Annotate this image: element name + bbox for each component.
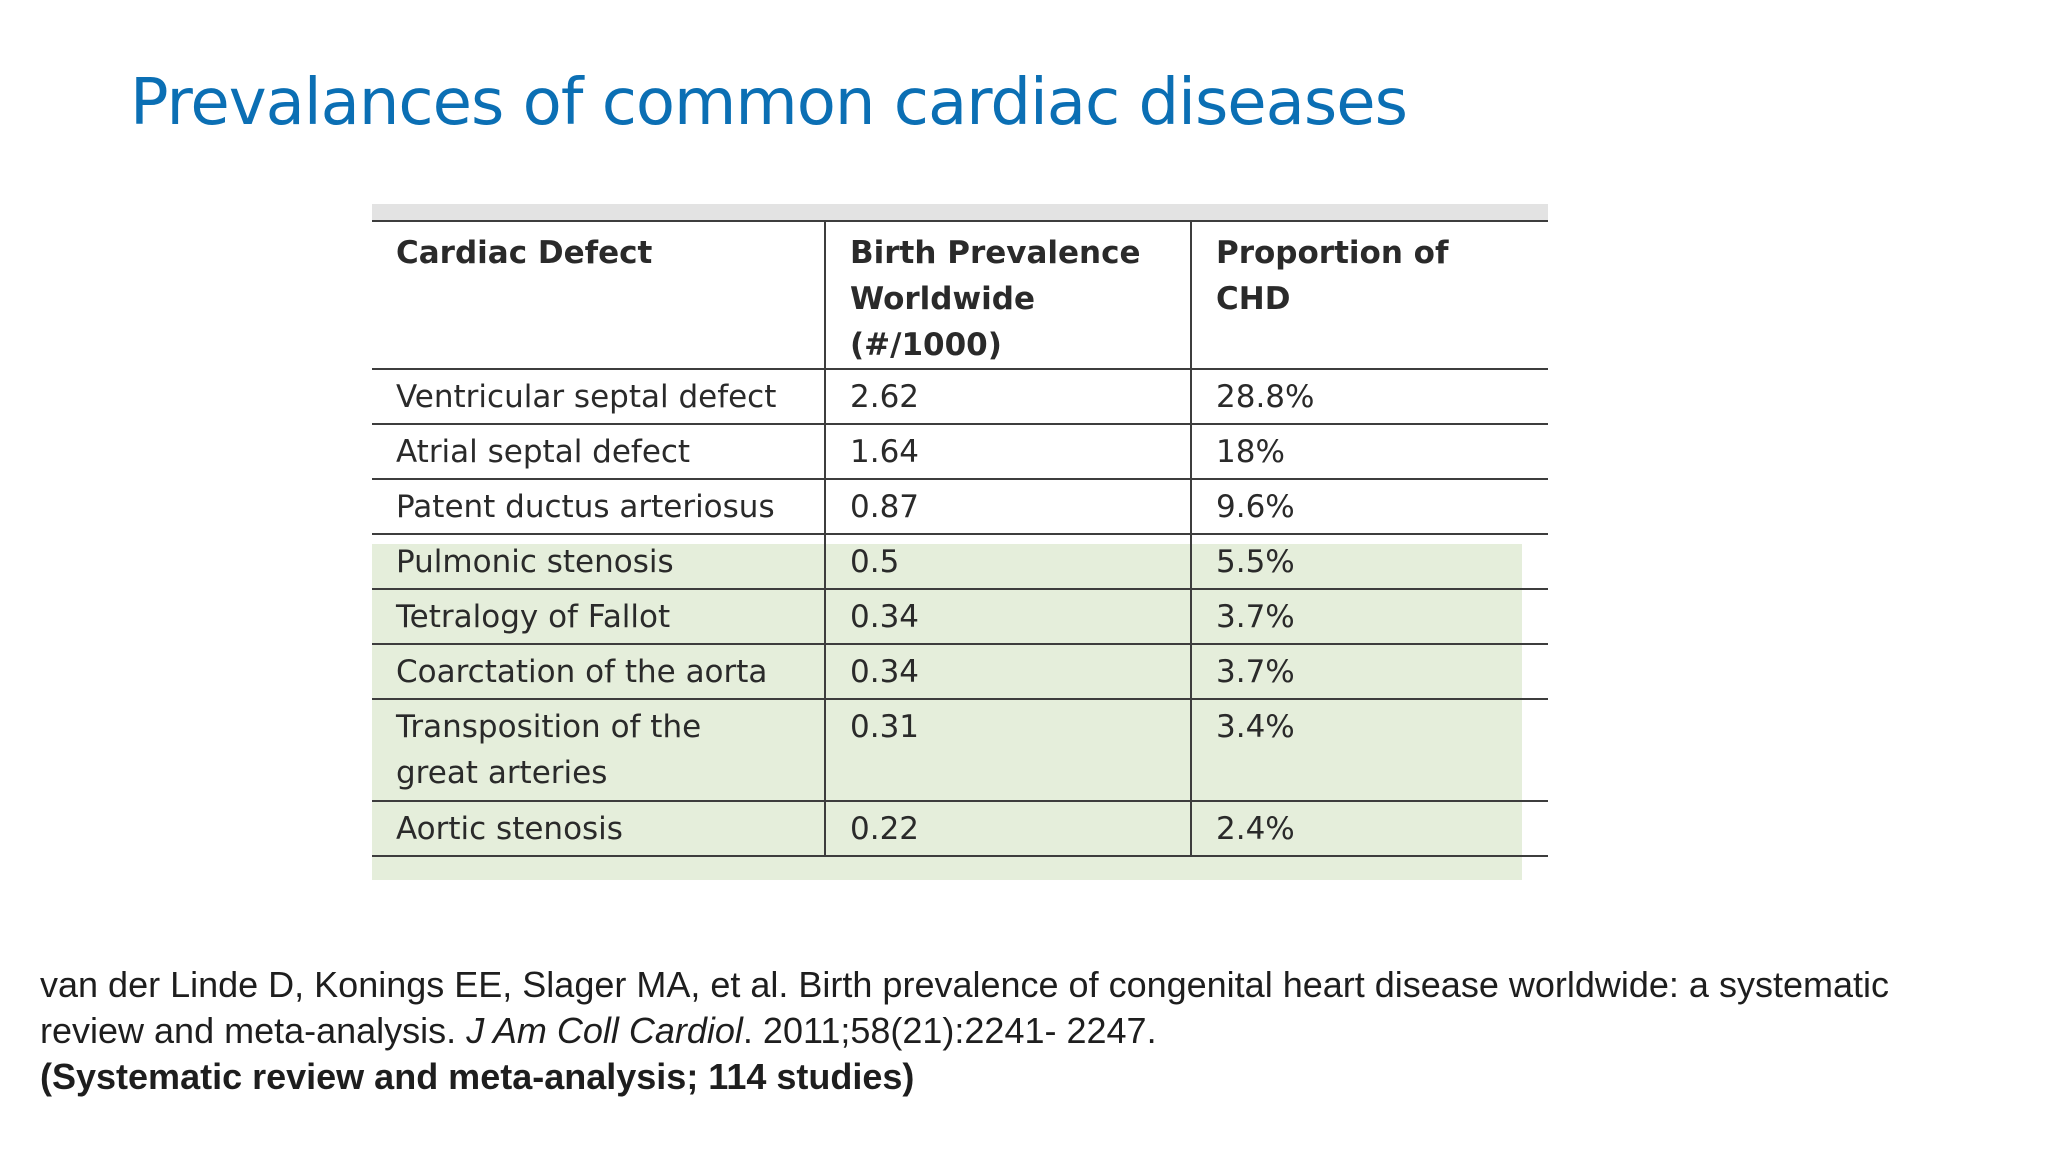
table-row: Atrial septal defect 1.64 18%: [372, 423, 1548, 480]
prevalence-table-figure: Cardiac Defect Birth Prevalence Worldwid…: [372, 204, 1548, 880]
table-top-band: [372, 204, 1548, 220]
citation: van der Linde D, Konings EE, Slager MA, …: [40, 962, 1940, 1100]
cell-prevalence: 0.87: [824, 478, 1191, 535]
citation-reference: van der Linde D, Konings EE, Slager MA, …: [40, 962, 1940, 1054]
cell-prevalence: 2.62: [824, 368, 1191, 425]
cell-prevalence: 1.64: [824, 423, 1191, 480]
cell-defect: Pulmonic stenosis: [372, 533, 825, 590]
table-row: Coarctation of the aorta 0.34 3.7%: [372, 643, 1548, 700]
cell-proportion: 3.7%: [1190, 588, 1548, 645]
table-row: Ventricular septal defect 2.62 28.8%: [372, 368, 1548, 425]
citation-details: . 2011;58(21):2241- 2247.: [742, 1010, 1157, 1051]
header-cardiac-defect: Cardiac Defect: [372, 220, 825, 370]
cell-prevalence: 0.22: [824, 800, 1191, 857]
cell-prevalence: 0.31: [824, 698, 1191, 802]
cell-proportion: 9.6%: [1190, 478, 1548, 535]
cell-proportion: 2.4%: [1190, 800, 1548, 857]
cell-prevalence: 0.34: [824, 643, 1191, 700]
cell-defect: Aortic stenosis: [372, 800, 825, 857]
cell-proportion: 28.8%: [1190, 368, 1548, 425]
table-row: Patent ductus arteriosus 0.87 9.6%: [372, 478, 1548, 535]
cell-prevalence: 0.34: [824, 588, 1191, 645]
prevalence-table: Cardiac Defect Birth Prevalence Worldwid…: [372, 220, 1548, 857]
cell-proportion: 18%: [1190, 423, 1548, 480]
table-header-row: Cardiac Defect Birth Prevalence Worldwid…: [372, 220, 1548, 370]
citation-note: (Systematic review and meta-analysis; 11…: [40, 1056, 915, 1097]
header-proportion-chd: Proportion of CHD: [1190, 220, 1548, 370]
cell-defect: Transposition of the great arteries: [372, 698, 825, 802]
cell-defect: Tetralogy of Fallot: [372, 588, 825, 645]
cell-defect: Atrial septal defect: [372, 423, 825, 480]
cell-defect: Ventricular septal defect: [372, 368, 825, 425]
cell-proportion: 3.7%: [1190, 643, 1548, 700]
cell-proportion: 3.4%: [1190, 698, 1548, 802]
cell-proportion: 5.5%: [1190, 533, 1548, 590]
cell-defect: Patent ductus arteriosus: [372, 478, 825, 535]
table-row: Pulmonic stenosis 0.5 5.5%: [372, 533, 1548, 590]
citation-journal: J Am Coll Cardiol: [466, 1010, 743, 1051]
citation-authors-title: van der Linde D, Konings EE, Slager MA, …: [40, 964, 1889, 1051]
cell-prevalence: 0.5: [824, 533, 1191, 590]
table-row: Aortic stenosis 0.22 2.4%: [372, 800, 1548, 857]
table-row: Transposition of the great arteries 0.31…: [372, 698, 1548, 802]
slide-title: Prevalances of common cardiac diseases: [130, 66, 1408, 140]
cell-defect: Coarctation of the aorta: [372, 643, 825, 700]
header-birth-prevalence: Birth Prevalence Worldwide (#/1000): [824, 220, 1191, 370]
table-row: Tetralogy of Fallot 0.34 3.7%: [372, 588, 1548, 645]
